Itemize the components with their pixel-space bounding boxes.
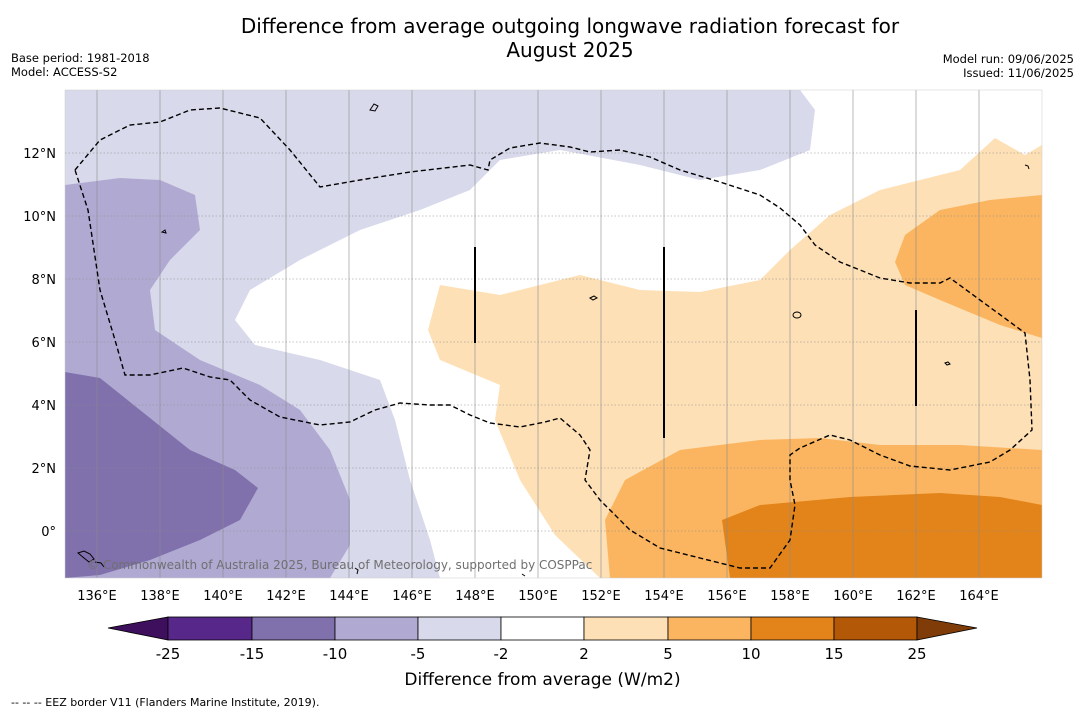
lat-label: 12°N: [23, 147, 56, 162]
colorbar-swatch: [251, 616, 336, 641]
lon-label: 156°E: [707, 589, 747, 604]
longitude-gridlines: [96, 90, 980, 578]
lon-label: 146°E: [392, 589, 432, 604]
colorbar-tick: -15: [240, 645, 265, 663]
base-period: Base period: 1981-2018: [11, 51, 150, 65]
colorbar-tick: -2: [494, 645, 509, 663]
title-line-2: August 2025: [506, 38, 634, 62]
lat-label: 0°: [41, 525, 56, 540]
title-line-1: Difference from average outgoing longwav…: [240, 14, 900, 38]
issued-date: Issued: 11/06/2025: [963, 66, 1074, 80]
lon-label: 138°E: [140, 589, 180, 604]
colorbar-swatch: [667, 616, 752, 641]
lon-label: 148°E: [455, 589, 495, 604]
eez-border: [74, 107, 1033, 569]
lon-label: 160°E: [833, 589, 873, 604]
lon-label: 164°E: [959, 589, 999, 604]
contour-dark-orange: [722, 493, 1042, 578]
lon-label: 142°E: [266, 589, 306, 604]
model-name: Model: ACCESS-S2: [11, 65, 118, 79]
longitude-labels: 136°E 138°E 140°E 142°E 144°E 146°E 148°…: [77, 589, 999, 604]
colorbar-tick: -10: [323, 645, 348, 663]
lat-label: 10°N: [23, 210, 56, 225]
colorbar-extend-high: [916, 616, 978, 641]
island-outlines: [76, 103, 1030, 577]
colorbar-swatch: [500, 616, 585, 641]
contour-medium-orange-east: [895, 195, 1042, 338]
colorbar-swatch: [417, 616, 502, 641]
lon-label: 144°E: [329, 589, 369, 604]
lon-label: 136°E: [77, 589, 117, 604]
lon-label: 158°E: [770, 589, 810, 604]
colorbar-tick: -25: [156, 645, 181, 663]
colorbar-swatch: [750, 616, 835, 641]
lat-label: 8°N: [32, 273, 57, 288]
colorbar-tick: 25: [907, 645, 926, 663]
lon-label: 154°E: [644, 589, 684, 604]
lon-label: 140°E: [203, 589, 243, 604]
lat-label: 4°N: [32, 399, 57, 414]
colorbar-tick: 15: [824, 645, 843, 663]
lat-label: 6°N: [32, 336, 57, 351]
anomaly-field: [65, 90, 1042, 578]
colorbar-swatch: [583, 616, 669, 641]
colorbar-tick: -5: [411, 645, 426, 663]
contour-dark-purple: [65, 372, 258, 578]
colorbar-extend-low: [107, 616, 169, 641]
model-info: Base period: 1981-2018 Model: ACCESS-S2: [11, 51, 150, 79]
colorbar-swatch: [833, 616, 918, 641]
copyright-notice: © Commonwealth of Australia 2025, Bureau…: [87, 558, 593, 572]
lon-label: 162°E: [896, 589, 936, 604]
model-run: Model run: 09/06/2025: [942, 52, 1074, 66]
colorbar-tick-labels: -25 -15 -10 -5 -2 2 5 10 15 25: [156, 645, 927, 663]
lon-label: 152°E: [581, 589, 621, 604]
eez-footnote: -- -- -- EEZ border V11 (Flanders Marine…: [11, 696, 320, 709]
chart-title: Difference from average outgoing longwav…: [170, 14, 970, 62]
lon-label: 150°E: [518, 589, 558, 604]
colorbar: [107, 616, 978, 641]
colorbar-tick: 10: [741, 645, 760, 663]
colorbar-tick: 2: [579, 645, 589, 663]
lat-label: 2°N: [32, 462, 57, 477]
latitude-labels: 12°N 10°N 8°N 6°N 4°N 2°N 0°: [23, 147, 56, 540]
colorbar-swatch: [334, 616, 419, 641]
colorbar-swatch: [167, 616, 253, 641]
colorbar-tick: 5: [663, 645, 673, 663]
run-info: Model run: 09/06/2025 Issued: 11/06/2025: [943, 52, 1074, 80]
colorbar-label: Difference from average (W/m2): [404, 670, 681, 690]
